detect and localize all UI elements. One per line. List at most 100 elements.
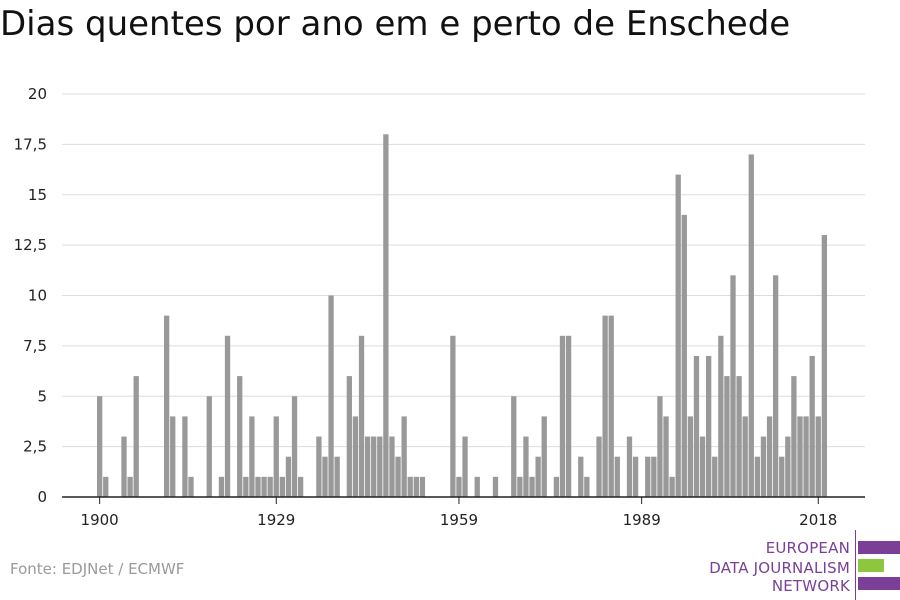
bar xyxy=(791,376,797,497)
bar xyxy=(596,436,602,497)
y-tick-label: 2,5 xyxy=(23,438,47,456)
bar xyxy=(754,456,761,497)
logo-bar-middle xyxy=(858,559,884,572)
bar xyxy=(511,396,517,497)
bar xyxy=(456,476,462,497)
bar xyxy=(243,476,249,497)
bar xyxy=(492,476,499,497)
y-tick-label: 15 xyxy=(28,186,47,204)
bar xyxy=(681,214,687,497)
y-tick-label: 5 xyxy=(37,387,47,405)
bar xyxy=(553,476,560,497)
gridlines xyxy=(62,93,865,448)
bar xyxy=(663,416,669,497)
bar xyxy=(364,436,371,497)
bar xyxy=(237,376,243,497)
bar xyxy=(377,436,383,497)
y-tick-label: 10 xyxy=(28,287,47,305)
bar xyxy=(602,315,608,497)
bar xyxy=(389,436,395,497)
bar xyxy=(358,335,365,497)
bar xyxy=(170,416,176,497)
bar xyxy=(626,436,633,497)
bar xyxy=(632,456,639,497)
edjnet-logo: EUROPEAN DATA JOURNALISM NETWORK xyxy=(700,530,900,600)
bar xyxy=(657,396,663,497)
bar xyxy=(529,476,535,497)
bar xyxy=(103,476,109,497)
bar xyxy=(693,355,700,497)
bar xyxy=(163,315,170,497)
bar xyxy=(407,476,413,497)
logo-text-network: NETWORK xyxy=(771,577,850,595)
bar xyxy=(718,335,724,497)
bar xyxy=(785,436,791,497)
bar xyxy=(724,376,730,497)
bar xyxy=(779,456,785,497)
bar xyxy=(675,174,681,497)
bar xyxy=(316,436,322,497)
y-tick-label: 20 xyxy=(28,85,47,103)
bars xyxy=(97,134,828,498)
bar xyxy=(565,335,572,497)
bar xyxy=(413,476,419,497)
bar xyxy=(559,335,566,497)
bar xyxy=(462,436,468,497)
x-tick-label: 2018 xyxy=(799,511,837,529)
bar xyxy=(797,416,803,497)
bar xyxy=(706,355,712,497)
bar-chart: 0 2,5 5 7,5 10 12,5 15 17,5 20 1900 1929 1959 1989 2… xyxy=(14,85,865,529)
chart-title: Dias quentes por ano em e perto de Ensch… xyxy=(0,4,791,44)
bar xyxy=(206,396,212,497)
bar xyxy=(371,436,377,497)
bar xyxy=(383,134,389,498)
y-axis-ticks: 0 2,5 5 7,5 10 12,5 15 17,5 20 xyxy=(14,85,47,506)
bar xyxy=(297,476,304,497)
bar xyxy=(285,456,292,497)
x-axis-ticks: 1900 1929 1959 1989 2018 xyxy=(81,497,837,529)
bar xyxy=(182,416,188,497)
bar xyxy=(687,416,694,497)
bar xyxy=(669,476,675,497)
bar xyxy=(346,376,352,497)
bar xyxy=(541,416,547,497)
bar xyxy=(261,476,267,497)
bar xyxy=(474,476,480,497)
y-tick-label: 17,5 xyxy=(14,135,47,153)
bar xyxy=(803,416,809,497)
y-tick-label: 7,5 xyxy=(23,337,47,355)
bar xyxy=(614,456,620,497)
bar xyxy=(584,476,590,497)
source-note: Fonte: EDJNet / ECMWF xyxy=(10,560,185,578)
bar xyxy=(608,315,614,497)
bar xyxy=(97,396,103,497)
bar xyxy=(352,416,359,497)
logo-bar-top xyxy=(858,541,900,554)
bar xyxy=(133,376,139,497)
bar xyxy=(712,456,718,497)
bar xyxy=(815,416,821,497)
bar xyxy=(273,416,279,497)
logo-text-european: EUROPEAN xyxy=(765,539,850,557)
bar xyxy=(578,456,584,497)
bar xyxy=(523,436,529,497)
y-tick-label: 12,5 xyxy=(14,236,47,254)
logo-divider xyxy=(855,530,856,600)
y-tick-label: 0 xyxy=(37,488,47,506)
bar xyxy=(517,476,523,497)
bar xyxy=(328,295,334,497)
bar xyxy=(419,476,426,497)
bar xyxy=(395,456,401,497)
bar xyxy=(334,456,340,497)
bar xyxy=(450,335,456,497)
bar xyxy=(401,416,407,497)
x-tick-label: 1929 xyxy=(257,511,295,529)
bar xyxy=(188,476,194,497)
x-tick-label: 1900 xyxy=(81,511,119,529)
bar xyxy=(699,436,706,497)
bar xyxy=(766,416,773,497)
bar xyxy=(736,376,742,497)
bar xyxy=(267,476,273,497)
bar xyxy=(279,476,285,497)
bar xyxy=(748,154,754,497)
